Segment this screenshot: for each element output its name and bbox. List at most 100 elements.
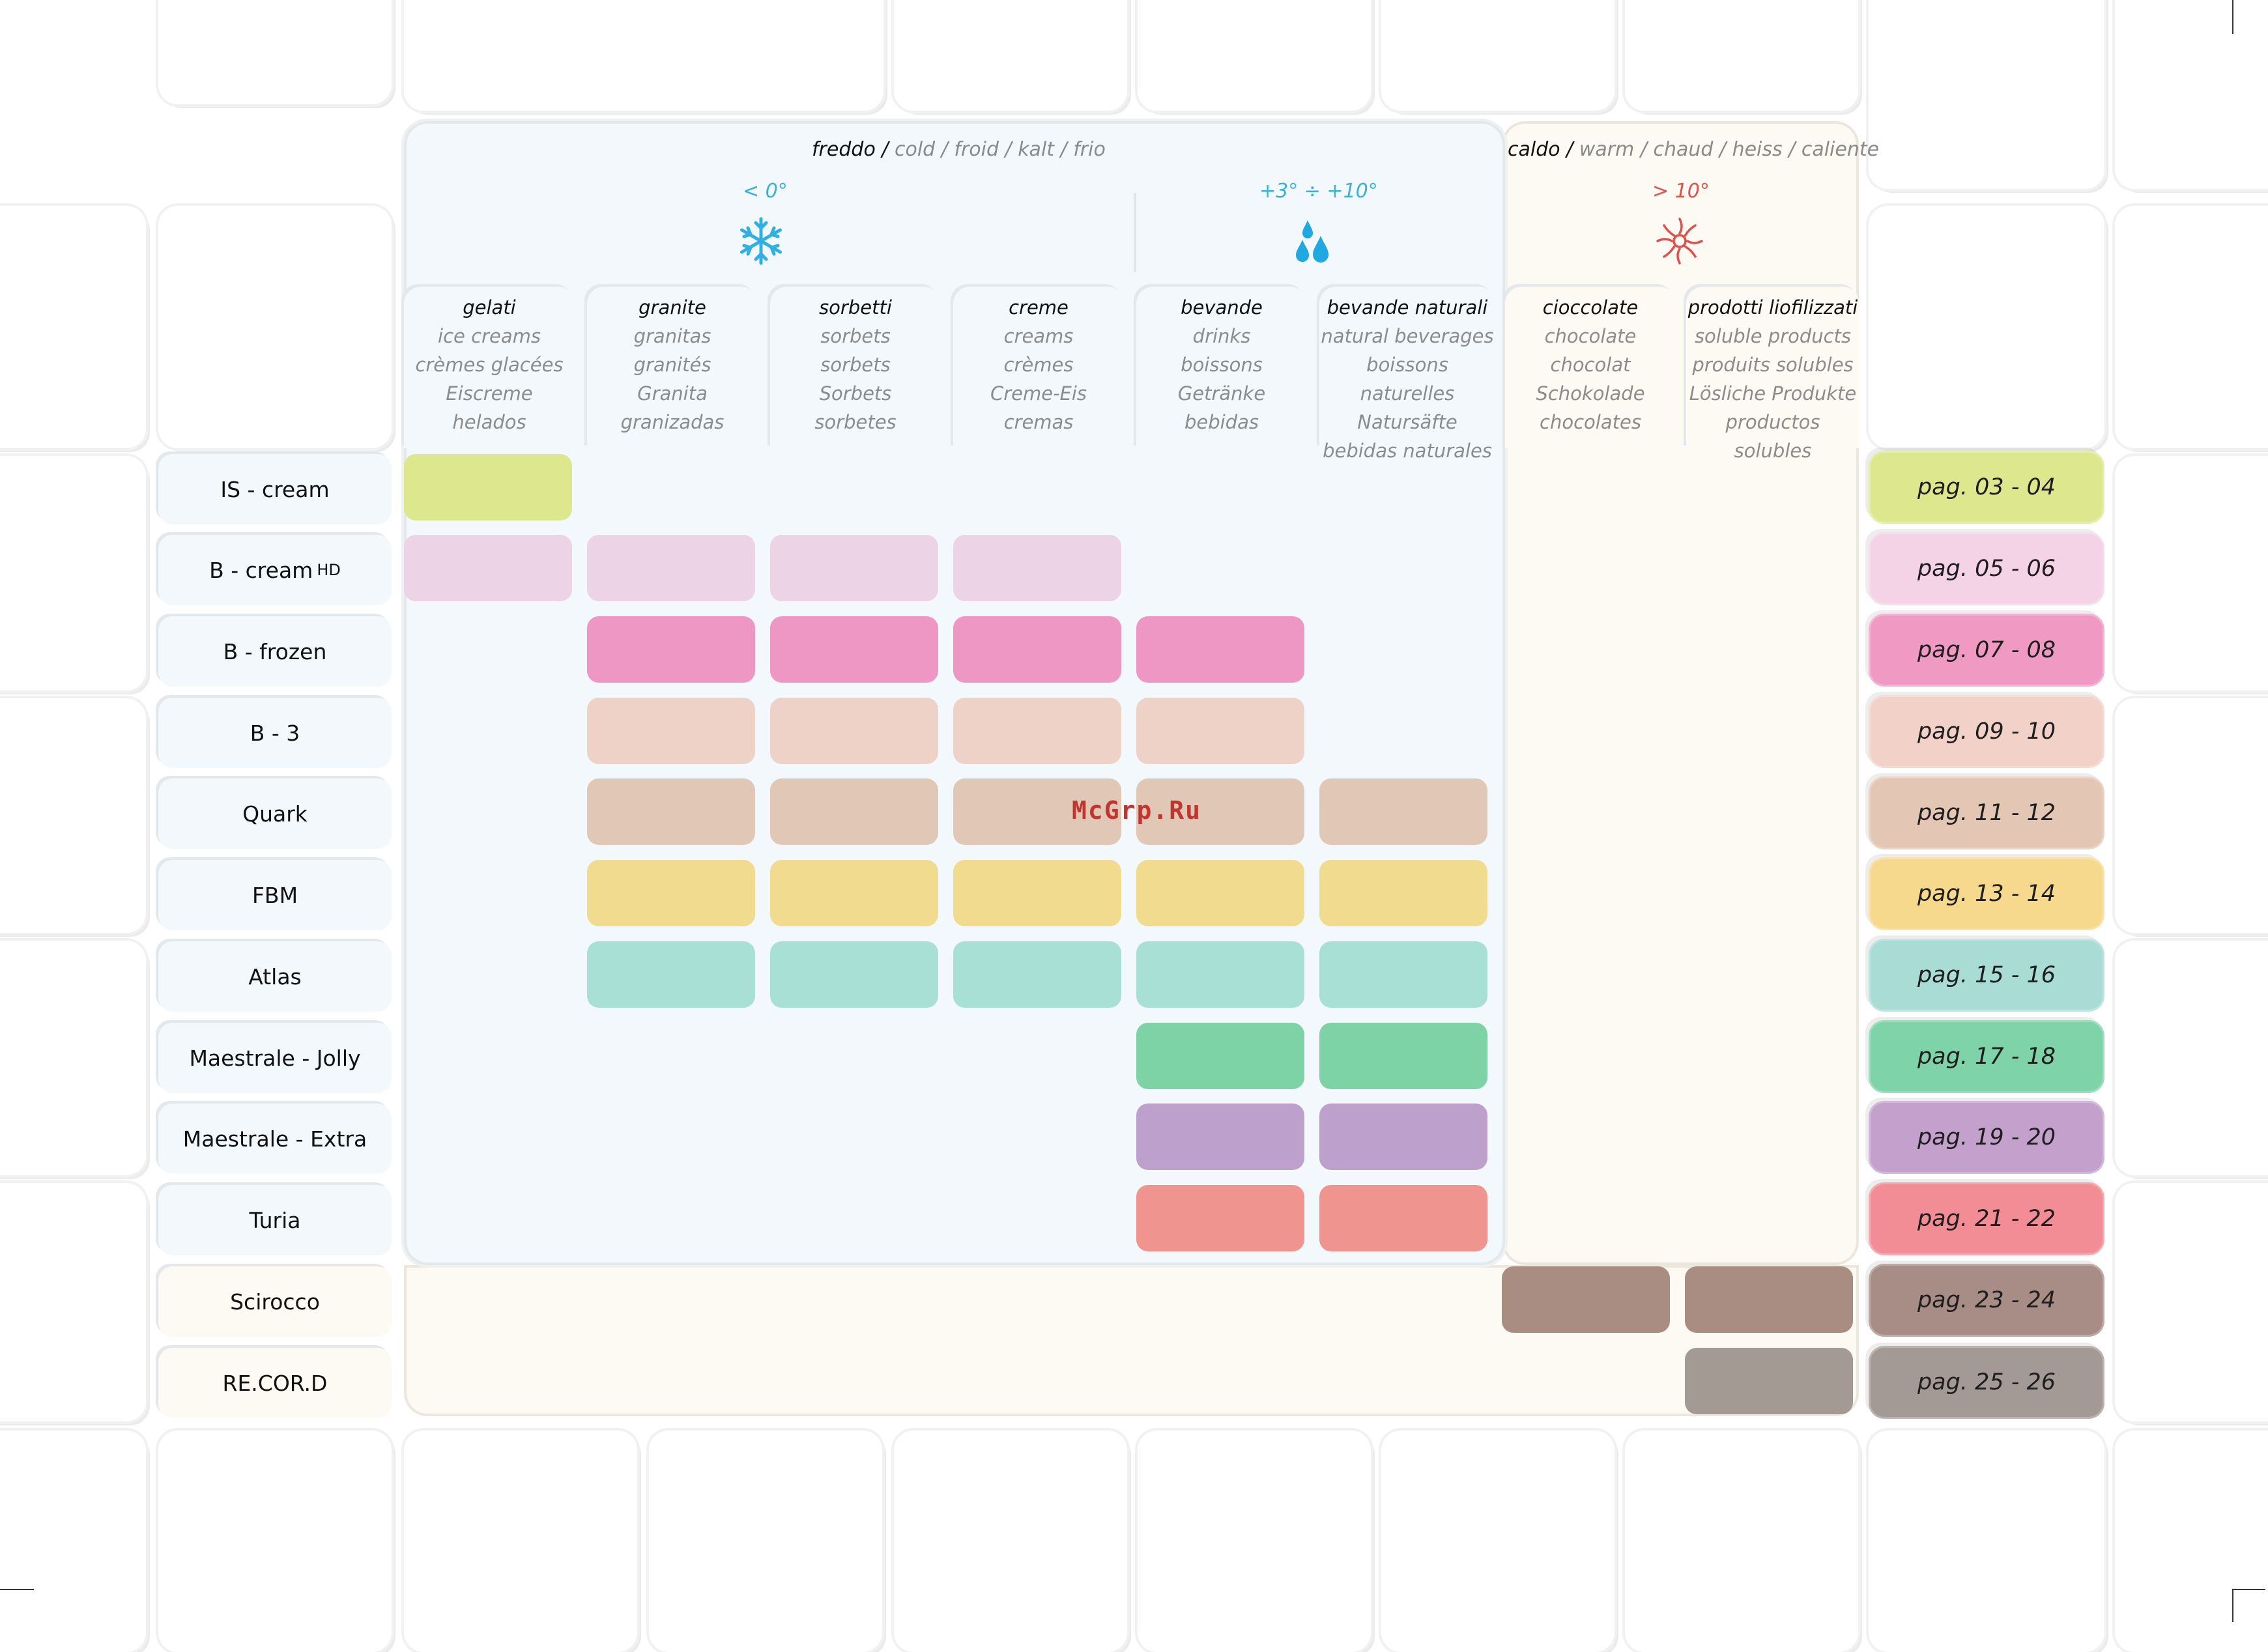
background-tile — [1138, 1431, 1371, 1652]
column-translation: ice creams — [438, 325, 541, 347]
column-title: bevande naturali — [1327, 296, 1488, 319]
row-label-suffix: HD — [317, 561, 341, 579]
row-label-text: Atlas — [248, 963, 302, 990]
row-label-turia: Turia — [158, 1185, 392, 1255]
column-header-creme: creme creams crèmes Creme-Eis cremas — [953, 287, 1124, 448]
product-cell — [1319, 860, 1487, 926]
column-translation: crèmes — [1003, 354, 1074, 376]
column-translation: Granita — [637, 382, 708, 405]
column-translation: chocolate — [1544, 325, 1637, 347]
column-translation: produits solubles — [1692, 354, 1854, 376]
column-translation: helados — [452, 411, 526, 433]
background-tile — [158, 206, 392, 448]
page-link-19-20[interactable]: pag. 19 - 20 — [1869, 1101, 2104, 1174]
row-label-text: Scirocco — [230, 1289, 320, 1315]
background-tile — [158, 1431, 392, 1652]
product-cell — [587, 778, 755, 845]
page-link-13-14[interactable]: pag. 13 - 14 — [1869, 857, 2104, 930]
page-link-15-16[interactable]: pag. 15 - 16 — [1869, 939, 2104, 1012]
product-cell — [953, 616, 1121, 683]
product-cell — [404, 454, 572, 520]
column-translation: Creme-Eis — [990, 382, 1087, 405]
page-link-25-26[interactable]: pag. 25 - 26 — [1869, 1346, 2104, 1419]
page-link-09-10[interactable]: pag. 09 - 10 — [1869, 695, 2104, 768]
background-tile — [2115, 1431, 2268, 1652]
product-cell — [587, 616, 755, 683]
row-label-scirocco: Scirocco — [158, 1266, 392, 1337]
product-cell — [587, 941, 755, 1008]
product-cell — [1136, 860, 1304, 926]
column-translation: drinks — [1192, 325, 1251, 347]
column-translation: productos solubles — [1725, 411, 1820, 462]
column-translation: crèmes glacées — [415, 354, 564, 376]
row-label-b-3: B - 3 — [158, 698, 392, 768]
background-tile — [1869, 1431, 2104, 1652]
warm-header-main: caldo / — [1508, 138, 1573, 161]
column-translation: Schokolade — [1536, 382, 1645, 405]
page-link-11-12[interactable]: pag. 11 - 12 — [1869, 776, 2104, 849]
row-label-text: RE.COR.D — [222, 1370, 328, 1396]
warm-header: caldo / warm / chaud / heiss / caliente — [1508, 138, 1879, 161]
column-translation: natural beverages — [1321, 325, 1494, 347]
column-translation: creams — [1003, 325, 1074, 347]
page-link-03-04[interactable]: pag. 03 - 04 — [1869, 451, 2104, 524]
column-title: sorbetti — [819, 296, 892, 319]
cold-header-alt: cold / froid / kalt / frio — [888, 138, 1106, 161]
column-translation: Eiscreme — [446, 382, 533, 405]
column-header-granite: granite granitas granités Granita graniz… — [587, 287, 758, 448]
page-link-text: pag. 05 - 06 — [1917, 556, 2056, 582]
background-tile — [0, 1183, 146, 1421]
row-label-b-frozen: B - frozen — [158, 616, 392, 687]
row-label-record: RE.COR.D — [158, 1348, 392, 1418]
product-cell — [1136, 941, 1304, 1008]
column-translation: boissons — [1181, 354, 1263, 376]
background-tile — [0, 206, 146, 448]
background-tile — [1381, 0, 1615, 111]
column-translation: granitas — [633, 325, 711, 347]
column-header-sorbetti: sorbetti sorbets sorbets Sorbets sorbete… — [770, 287, 941, 448]
product-cell — [953, 860, 1121, 926]
column-title: cioccolate — [1542, 296, 1639, 319]
product-cell — [1319, 1104, 1487, 1170]
column-translation: Sorbets — [819, 382, 892, 405]
snowflake-icon — [740, 217, 782, 265]
column-header-gelati: gelati ice creams crèmes glacées Eiscrem… — [404, 287, 575, 448]
page-link-21-22[interactable]: pag. 21 - 22 — [1869, 1182, 2104, 1255]
page-link-23-24[interactable]: pag. 23 - 24 — [1869, 1264, 2104, 1337]
background-tile — [0, 941, 146, 1175]
cold-header: freddo / cold / froid / kalt / frio — [812, 138, 1106, 161]
temp-hot-label: > 10° — [1652, 180, 1710, 203]
column-translation: sorbets — [820, 325, 891, 347]
product-cell — [770, 698, 938, 764]
row-label-is-cream: IS - cream — [158, 454, 392, 524]
product-cell — [770, 778, 938, 845]
column-header-cioccolate: cioccolate chocolate chocolat Schokolade… — [1505, 287, 1676, 448]
product-cell — [1685, 1266, 1853, 1333]
page-link-17-18[interactable]: pag. 17 - 18 — [1869, 1020, 2104, 1093]
product-cell — [587, 698, 755, 764]
column-translation: Getränke — [1177, 382, 1266, 405]
column-translation: boissons naturelles — [1360, 354, 1455, 405]
column-translation: sorbets — [820, 354, 891, 376]
column-title: bevande — [1181, 296, 1263, 319]
background-tile — [0, 1431, 146, 1652]
crop-mark-top-left — [0, 0, 34, 34]
product-cell — [1136, 616, 1304, 683]
background-tile — [2115, 206, 2268, 448]
product-cell — [404, 535, 572, 601]
page-link-text: pag. 19 - 20 — [1917, 1124, 2056, 1150]
crop-mark-bottom-left — [0, 1589, 34, 1590]
product-cell — [1136, 1023, 1304, 1089]
page-link-text: pag. 15 - 16 — [1917, 962, 2056, 988]
background-tile — [0, 456, 146, 691]
row-label-text: Maestrale - Jolly — [189, 1045, 361, 1071]
page-link-05-06[interactable]: pag. 05 - 06 — [1869, 532, 2104, 605]
row-label-text: Maestrale - Extra — [182, 1126, 367, 1152]
row-label-text: B - frozen — [223, 638, 327, 664]
background-tile — [1869, 0, 2104, 189]
row-label-text: Quark — [242, 801, 308, 827]
column-title: granite — [639, 296, 706, 319]
page-link-07-08[interactable]: pag. 07 - 08 — [1869, 614, 2104, 687]
product-cell — [770, 535, 938, 601]
column-translation: granités — [633, 354, 711, 376]
